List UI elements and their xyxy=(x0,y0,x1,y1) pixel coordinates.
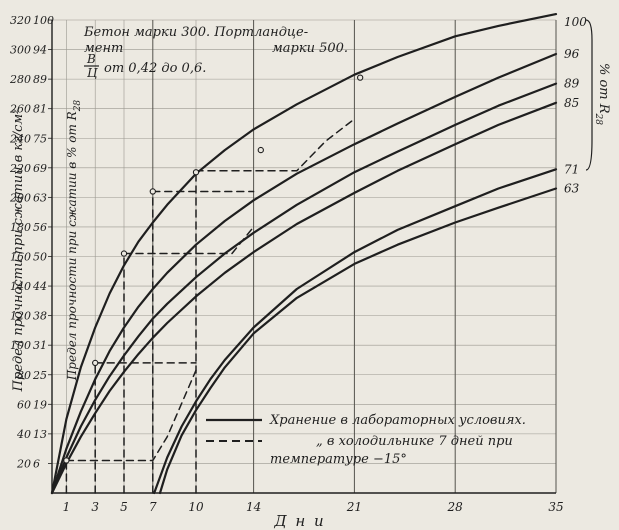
y-tick-label-pct: 31 xyxy=(33,339,47,352)
legend-dashed-label: „ в холодильнике 7 дней при xyxy=(316,434,513,449)
y-tick-label-kg: 60 xyxy=(17,398,31,411)
y-tick-label-pct: 19 xyxy=(33,398,47,411)
series-end-label: 71 xyxy=(564,162,579,176)
y-axis-label-right: % от R28 xyxy=(593,63,611,125)
series-group xyxy=(50,13,558,495)
series-end-label: 85 xyxy=(564,96,579,110)
data-point-marker xyxy=(192,169,200,176)
series-end-label: 100 xyxy=(564,15,587,29)
y-tick-label-pct: 50 xyxy=(33,251,47,264)
annotation-line-2: мент xyxy=(84,41,123,56)
y-axis-label-pct-text: Предел прочности при сжатии в % от R28 xyxy=(65,100,83,382)
y-axis-label-kg: Предел прочности при сжатии в кг/см² xyxy=(11,109,26,393)
y-tick-label-pct: 81 xyxy=(33,103,47,116)
y-tick-label-kg: 300 xyxy=(10,44,31,57)
series-line-dashed xyxy=(123,226,255,255)
series-end-label: 63 xyxy=(564,182,580,196)
y-tick-label-kg: 120 xyxy=(10,310,31,323)
x-tick-label: 5 xyxy=(120,500,128,514)
legend-dashed-label-2: температуре −15° xyxy=(270,452,407,467)
y-tick-label-kg: 280 xyxy=(9,73,31,86)
y-tick-label-pct: 6 xyxy=(33,457,40,470)
y-tick-label-kg: 260 xyxy=(9,103,31,116)
series-line-solid xyxy=(50,101,558,495)
annotation: Бетон марки 300. Портландце- мент марки … xyxy=(83,25,348,80)
x-tick-label: 35 xyxy=(548,500,563,514)
series-line-solid xyxy=(50,82,558,495)
x-tick-label: 1 xyxy=(63,500,71,514)
series-line-solid xyxy=(50,13,558,495)
series-end-label: 96 xyxy=(564,47,580,61)
data-point-marker xyxy=(63,457,70,464)
y-axis-label-right-text: % от R28 xyxy=(593,63,611,125)
y-tick-label-kg: 20 xyxy=(16,457,31,470)
x-tick-label: 21 xyxy=(346,500,362,514)
annotation-line-4: от 0,42 до 0,6. xyxy=(104,61,206,76)
data-point-marker xyxy=(92,359,99,367)
x-tick-label: 10 xyxy=(188,500,204,514)
grid xyxy=(52,19,557,493)
y-tick-label-kg: 240 xyxy=(9,132,31,145)
y-tick-label-pct: 89 xyxy=(33,73,47,86)
y-axis-label-pct-main: Предел прочности при сжатии в % от R xyxy=(65,111,79,381)
y-tick-label-kg: 320 xyxy=(10,14,31,27)
data-point-marker xyxy=(149,188,156,195)
y-tick-label-kg: 160 xyxy=(10,251,31,264)
x-axis-label: Д н и xyxy=(273,512,325,530)
y-tick-label-kg: 80 xyxy=(17,369,31,382)
y-tick-label-pct: 75 xyxy=(33,132,47,145)
series-line-dashed xyxy=(65,369,197,462)
y-tick-label-kg: 40 xyxy=(16,428,31,441)
y-tick-label-kg: 180 xyxy=(10,221,31,234)
data-point-marker xyxy=(357,74,364,81)
y-tick-label-kg: 100 xyxy=(10,339,31,352)
y-axis-label-right-sub: 28 xyxy=(593,113,603,126)
series-line-dashed xyxy=(195,118,356,172)
y-tick-label-kg: 200 xyxy=(9,191,31,204)
y-tick-label-pct: 63 xyxy=(33,191,47,204)
series-line-solid xyxy=(158,187,558,495)
data-points xyxy=(63,74,364,464)
y-axis-label-pct: Предел прочности при сжатии в % от R28 xyxy=(65,100,83,382)
legend-solid-label: Хранение в лабораторных условиях. xyxy=(269,413,526,428)
series-end-label: 89 xyxy=(564,77,580,91)
y-tick-label-pct: 56 xyxy=(33,221,47,234)
series-line-dashed xyxy=(65,170,197,494)
y-tick-label-pct: 69 xyxy=(33,162,47,175)
y-tick-label-pct: 13 xyxy=(33,428,47,441)
annotation-line-1: Бетон марки 300. Портландце- xyxy=(83,25,308,40)
x-tick-label: 28 xyxy=(447,500,464,514)
y-tick-label-pct: 94 xyxy=(33,44,47,57)
y-tick-label-kg: 140 xyxy=(10,280,31,293)
right-brace xyxy=(585,19,593,171)
y-tick-label-pct: 100 xyxy=(33,14,54,27)
x-tick-label: 7 xyxy=(149,500,157,514)
data-point-marker xyxy=(120,250,128,257)
y-tick-label-pct: 25 xyxy=(32,369,47,382)
data-point-marker xyxy=(257,146,264,154)
y-tick-label-pct: 44 xyxy=(32,280,47,293)
y-tick-label-pct: 38 xyxy=(33,310,47,323)
wc-numerator: В xyxy=(86,52,96,66)
series-line-solid xyxy=(50,52,558,495)
x-tick-label: 3 xyxy=(91,500,99,514)
legend: Хранение в лабораторных условиях. „ в хо… xyxy=(206,413,526,467)
wc-denominator: Ц xyxy=(87,66,98,80)
annotation-line-3: марки 500. xyxy=(272,41,348,56)
y-axis-label-right-main: % от R xyxy=(596,63,611,114)
y-axis-label-pct-sub: 28 xyxy=(73,100,83,113)
series-line-solid xyxy=(153,168,558,495)
y-tick-label-kg: 220 xyxy=(9,162,31,175)
x-tick-label: 14 xyxy=(246,500,261,514)
